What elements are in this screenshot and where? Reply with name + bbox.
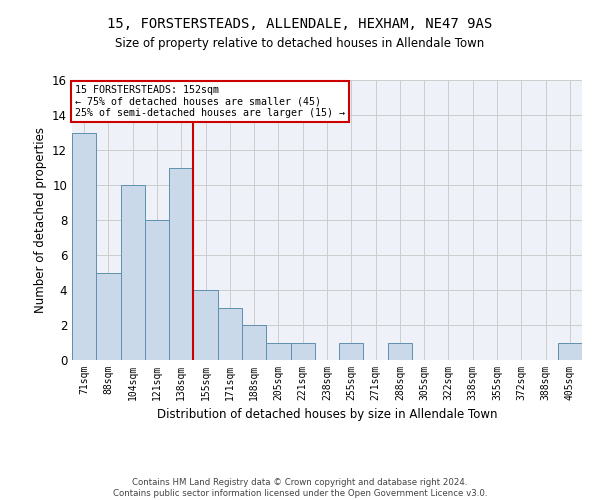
Bar [145, 220, 169, 360]
Bar [96, 272, 121, 360]
Y-axis label: Number of detached properties: Number of detached properties [34, 127, 47, 313]
Bar [339, 342, 364, 360]
Bar [290, 342, 315, 360]
Bar [218, 308, 242, 360]
Text: 15 FORSTERSTEADS: 152sqm
← 75% of detached houses are smaller (45)
25% of semi-d: 15 FORSTERSTEADS: 152sqm ← 75% of detach… [75, 85, 345, 118]
Bar [242, 325, 266, 360]
X-axis label: Distribution of detached houses by size in Allendale Town: Distribution of detached houses by size … [157, 408, 497, 422]
Text: Size of property relative to detached houses in Allendale Town: Size of property relative to detached ho… [115, 38, 485, 51]
Bar [193, 290, 218, 360]
Bar [266, 342, 290, 360]
Bar [72, 132, 96, 360]
Text: 15, FORSTERSTEADS, ALLENDALE, HEXHAM, NE47 9AS: 15, FORSTERSTEADS, ALLENDALE, HEXHAM, NE… [107, 18, 493, 32]
Bar [388, 342, 412, 360]
Text: Contains HM Land Registry data © Crown copyright and database right 2024.
Contai: Contains HM Land Registry data © Crown c… [113, 478, 487, 498]
Bar [121, 185, 145, 360]
Bar [169, 168, 193, 360]
Bar [558, 342, 582, 360]
